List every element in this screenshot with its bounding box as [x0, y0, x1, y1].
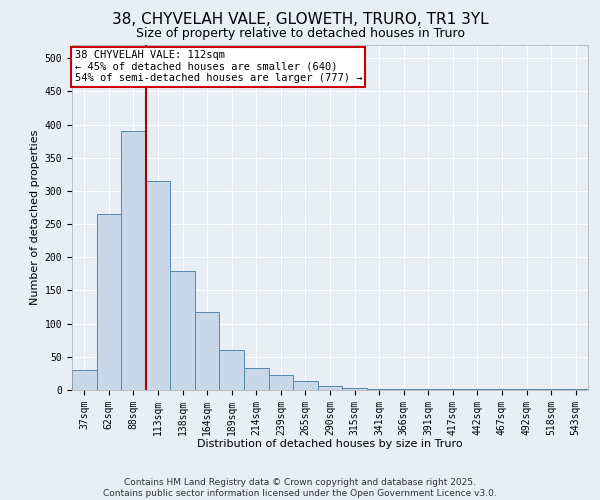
Text: 38, CHYVELAH VALE, GLOWETH, TRURO, TR1 3YL: 38, CHYVELAH VALE, GLOWETH, TRURO, TR1 3…: [112, 12, 488, 28]
Bar: [220, 350, 244, 390]
Bar: [97, 214, 121, 390]
Text: Size of property relative to detached houses in Truro: Size of property relative to detached ho…: [136, 28, 464, 40]
Bar: [269, 374, 293, 390]
Bar: [342, 388, 367, 390]
Bar: [146, 181, 170, 390]
Bar: [72, 370, 97, 390]
X-axis label: Distribution of detached houses by size in Truro: Distribution of detached houses by size …: [197, 439, 463, 449]
Text: Contains HM Land Registry data © Crown copyright and database right 2025.
Contai: Contains HM Land Registry data © Crown c…: [103, 478, 497, 498]
Text: 38 CHYVELAH VALE: 112sqm
← 45% of detached houses are smaller (640)
54% of semi-: 38 CHYVELAH VALE: 112sqm ← 45% of detach…: [74, 50, 362, 84]
Bar: [244, 368, 269, 390]
Bar: [318, 386, 342, 390]
Y-axis label: Number of detached properties: Number of detached properties: [31, 130, 40, 305]
Bar: [121, 131, 146, 390]
Bar: [195, 312, 220, 390]
Bar: [293, 382, 318, 390]
Bar: [170, 270, 195, 390]
